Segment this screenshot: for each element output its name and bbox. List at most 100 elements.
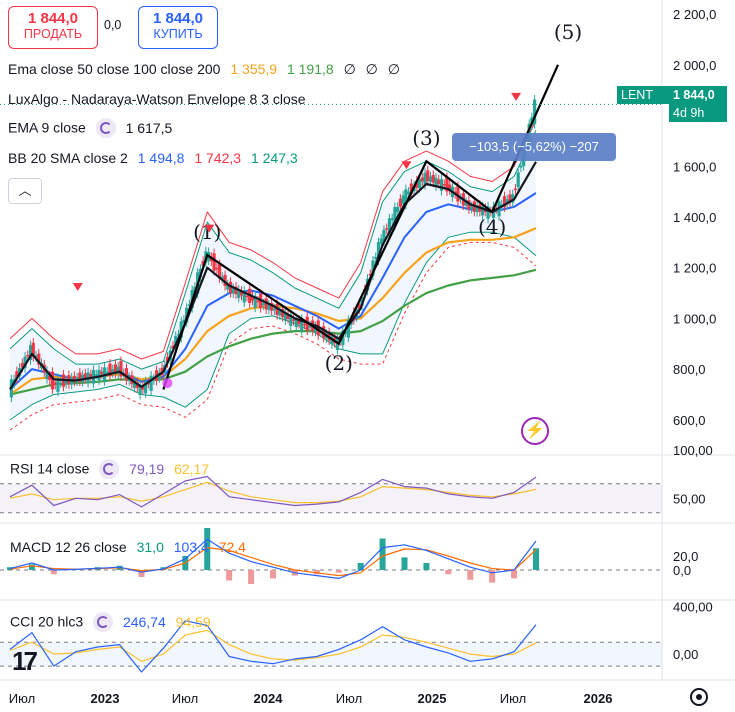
candle-body [149,375,153,391]
macd-histogram-bar [489,570,496,583]
sell-price: 1 844,0 [27,10,79,27]
candle-body [401,195,405,204]
macd-histogram-bar [270,570,276,579]
time-axis-label: Июл [336,691,362,706]
time-axis[interactable]: Июл 2023 Июл 2024 Июл 2025 Июл 2026 [9,691,613,706]
candle-body [335,338,339,350]
candle-body [286,314,290,320]
candle-body [217,264,222,279]
candle-body [302,323,307,326]
time-axis-label: Июл [9,691,35,706]
candle-body [341,330,345,346]
cci-value: 246,74 [122,613,166,630]
buy-button[interactable]: 1 844,0 КУПИТЬ [138,6,218,49]
candle-body [239,291,244,296]
candle-body [404,189,408,205]
legend-bb-basis: 1 494,8 [137,150,185,166]
loading-icon [95,118,116,138]
cci-label: CCI 20 hlc3 [10,613,84,630]
rsi-axis-label: 100,00 [673,443,713,458]
loading-icon [93,612,114,632]
candle-body [300,318,304,331]
candle-body [264,298,268,310]
bb-upper-line [9,129,537,370]
nw-upper-line [9,119,537,360]
legend-ema100-value: 1 191,8 [286,61,334,77]
candle-body [420,177,424,182]
macd-histogram-bar [335,570,342,573]
cci-legend[interactable]: CCI 20 hlc3 246,74 94,59 [10,612,211,633]
legend-ema-multi[interactable]: Ema close 50 close 100 close 200 1 355,9… [8,61,400,78]
bb-lower-line [9,231,537,421]
candle-body [294,318,298,328]
candle-body [297,319,301,325]
candle-body [72,375,76,382]
candle-body [396,206,400,212]
candle-body [23,356,27,369]
wave-label: (3) [412,126,440,150]
candle-body [308,325,312,328]
buy-price: 1 844,0 [152,10,204,27]
candle-body [146,382,150,385]
ema100-line [9,268,537,396]
candle-body [187,304,192,307]
candle-body [237,289,241,298]
sell-signal-marker [72,283,83,291]
candle-body [124,368,129,381]
candle-body [179,321,183,338]
macd-histogram-bar [204,528,211,570]
wave-label: (2) [325,351,353,375]
cci-axis-label: 0,00 [673,647,698,662]
flash-icon[interactable]: ⚡ [521,417,549,445]
macd-histogram-bar [50,570,57,575]
candle-body [289,314,293,326]
collapse-legend-button[interactable]: ︿ [8,178,42,204]
candle-body [385,228,389,230]
candle-body [502,196,507,208]
price-axis-label: 1 000,0 [673,311,716,326]
candle-body [417,179,422,189]
legend-ema9-label: EMA 9 close [8,119,86,136]
macd-axis-label: 20,0 [673,549,698,564]
price-axis-label: 1 200,0 [673,261,716,276]
legend-ema9[interactable]: EMA 9 close 1 617,5 [8,118,172,139]
candle-body [275,303,279,316]
measure-label[interactable]: −103,5 (−5,62%) −207 [452,133,616,161]
sell-button[interactable]: 1 844,0 ПРОДАТЬ [8,6,98,49]
candle-body [34,355,38,358]
legend-bb-lower: 1 247,3 [250,150,298,166]
legend-luxalgo[interactable]: LuxAlgo - Nadaraya-Watson Envelope 8 3 c… [8,91,306,107]
candle-body [113,364,118,374]
cci-line [9,620,537,673]
macd-line [9,538,537,580]
signal-dot [162,378,173,389]
candle-body [138,384,142,396]
rsi-legend[interactable]: RSI 14 close 79,19 62,17 [10,459,209,480]
candle-body [431,174,435,183]
candle-body [470,206,474,209]
macd-histogram-bar [511,570,518,579]
candle-body [119,361,123,377]
gear-icon[interactable] [690,688,708,706]
legend-bb-label: BB 20 SMA close 2 [8,150,128,166]
candle-body [423,172,427,186]
candle-body [212,253,216,271]
cci-ma-line [9,629,537,662]
legend-bb[interactable]: BB 20 SMA close 2 1 494,8 1 742,3 1 247,… [8,150,298,166]
macd-legend[interactable]: MACD 12 26 close 31,0 103,4 72,4 [10,539,246,555]
candle-body [475,206,479,213]
candle-body [89,374,93,377]
candle-body [111,369,115,374]
price-axis[interactable]: 2 200,02 000,01 800,01 600,01 400,01 200… [673,7,716,662]
candle-body [516,172,520,188]
price-axis-label: 2 000,0 [673,58,716,73]
candle-body [250,296,255,301]
candle-body [53,382,57,385]
candle-body [486,206,490,219]
candle-body [100,371,104,375]
macd-line-value: 103,4 [173,539,209,555]
macd-histogram-bar [445,570,452,575]
time-axis-label: 2024 [254,691,284,706]
candle-body [133,380,137,388]
